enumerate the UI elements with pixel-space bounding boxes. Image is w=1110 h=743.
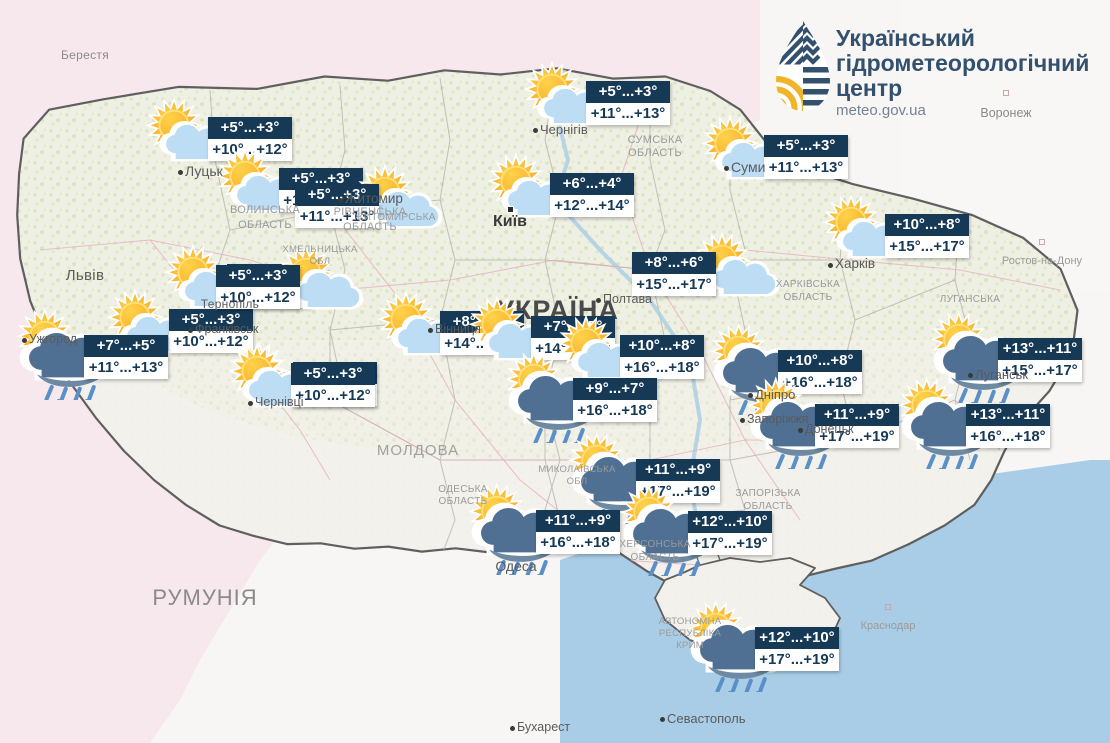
svg-text:центр: центр <box>836 75 902 101</box>
svg-text:Український: Український <box>836 25 975 51</box>
svg-text:гідрометеорологічний: гідрометеорологічний <box>836 50 1089 76</box>
svg-text:meteo.gov.ua: meteo.gov.ua <box>836 102 926 119</box>
